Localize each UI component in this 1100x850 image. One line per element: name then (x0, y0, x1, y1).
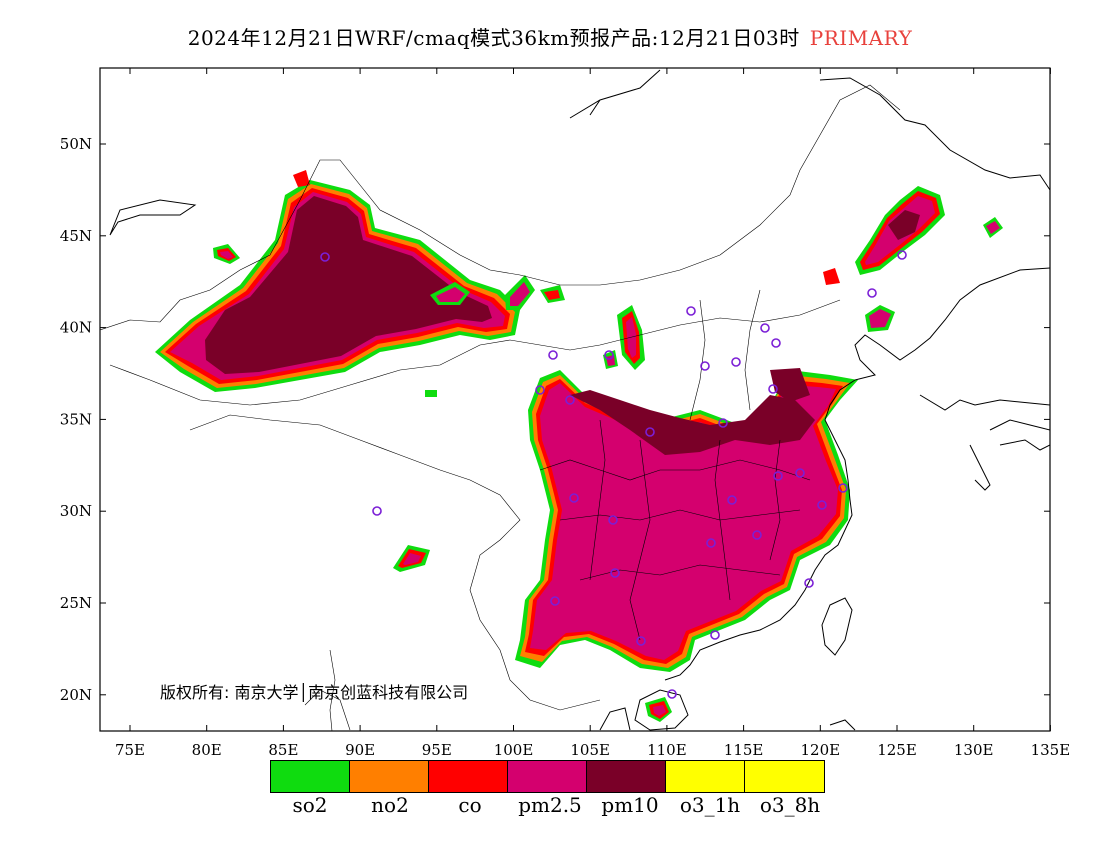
legend-swatch-so2 (271, 761, 350, 792)
station-marker (604, 350, 614, 360)
lon-tick-label: 75E (115, 741, 145, 759)
title-main: 2024年12月21日WRF/cmaq模式36km预报产品:12月21日03时 (187, 26, 800, 50)
station-marker (700, 361, 710, 371)
lat-tick-label: 50N (60, 135, 92, 153)
station-marker (838, 483, 848, 493)
station-markers (320, 250, 907, 699)
lon-axis: 75E 80E 85E 90E 95E 100E 105E 110E 115E 120E 125E 1… (115, 68, 1070, 759)
station-marker (636, 636, 646, 646)
station-marker (372, 506, 382, 516)
lon-tick-label: 90E (345, 741, 375, 759)
lat-tick-label: 20N (60, 686, 92, 704)
legend-label: co (458, 793, 482, 817)
station-marker (768, 384, 778, 394)
boundaries (109, 69, 1050, 731)
lat-tick-label: 25N (60, 594, 92, 612)
legend-swatch-o31h (666, 761, 745, 792)
station-marker (645, 427, 655, 437)
title-mode: PRIMARY (809, 26, 913, 50)
legend-swatch-pm10 (587, 761, 666, 792)
station-marker (731, 357, 741, 367)
station-marker (565, 395, 575, 405)
map-title: 2024年12月21日WRF/cmaq模式36km预报产品:12月21日03时 P… (0, 22, 1100, 51)
legend-swatch-co (429, 761, 508, 792)
station-marker (771, 338, 781, 348)
legend-swatch-pm25 (508, 761, 587, 792)
lon-tick-label: 130E (954, 741, 994, 759)
station-marker (320, 252, 330, 262)
lat-tick-label: 30N (60, 502, 92, 520)
lat-tick-label: 45N (60, 227, 92, 245)
lon-tick-label: 80E (192, 741, 222, 759)
legend-label: so2 (292, 793, 328, 817)
pm25-patch-tibet (393, 545, 430, 572)
lat-axis: 50N 45N 40N 35N 30N 25N 20N (60, 135, 1050, 704)
station-marker (752, 530, 762, 540)
station-marker (610, 568, 620, 578)
pm25-region-south (515, 368, 858, 672)
legend-labels: so2 no2 co pm2.5 pm10 o3_1h o3_8h (270, 793, 830, 817)
lon-tick-label: 105E (570, 741, 610, 759)
legend-swatch-no2 (350, 761, 429, 792)
pm25-patches-northwest (213, 170, 437, 397)
station-marker (667, 689, 677, 699)
pm25-hainan (645, 697, 672, 722)
station-marker (535, 385, 545, 395)
legend-label: o3_1h (679, 793, 741, 817)
legend-label: pm10 (601, 793, 659, 817)
lon-tick-label: 95E (422, 741, 452, 759)
lon-tick-label: 100E (494, 741, 534, 759)
station-marker (727, 495, 737, 505)
station-marker (773, 471, 783, 481)
legend-swatch-o38h (745, 761, 824, 792)
lon-tick-label: 125E (877, 741, 917, 759)
pm25-region-northeast (823, 186, 1003, 332)
station-marker (706, 538, 716, 548)
legend-label: no2 (371, 793, 409, 817)
lon-tick-label: 115E (724, 741, 764, 759)
internal-borders (100, 84, 901, 731)
legend-label: o3_8h (759, 793, 821, 817)
lon-tick-label: 135E (1031, 741, 1071, 759)
map-area (100, 69, 1050, 731)
station-marker (718, 418, 728, 428)
station-marker (897, 250, 907, 260)
lat-tick-label: 40N (60, 319, 92, 337)
lon-tick-label: 110E (647, 741, 687, 759)
station-marker (569, 493, 579, 503)
station-marker (550, 596, 560, 606)
station-marker (686, 306, 696, 316)
copyright-text: 版权所有: 南京大学│南京创蓝科技有限公司 (160, 683, 469, 702)
station-marker (804, 578, 814, 588)
station-marker (548, 350, 558, 360)
station-marker (608, 515, 618, 525)
legend-label: pm2.5 (518, 793, 582, 817)
legend-colorbar (270, 760, 825, 793)
station-marker (795, 468, 805, 478)
lon-tick-label: 85E (268, 741, 298, 759)
lon-tick-label: 120E (801, 741, 841, 759)
station-marker (710, 630, 720, 640)
station-marker (817, 500, 827, 510)
pm10-region-northwest (155, 180, 520, 392)
lat-tick-label: 35N (60, 410, 92, 428)
station-marker (760, 323, 770, 333)
map-frame (99, 67, 1051, 732)
station-marker (867, 288, 877, 298)
